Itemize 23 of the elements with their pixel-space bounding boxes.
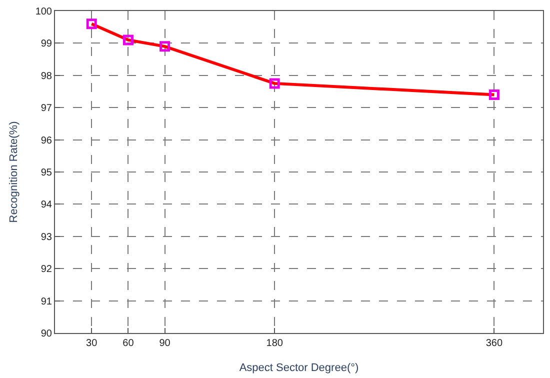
- y-tick-label: 93: [40, 232, 52, 243]
- y-tick-label: 94: [40, 200, 52, 211]
- x-tick-label: 180: [266, 338, 284, 349]
- y-tick-label: 99: [40, 38, 52, 50]
- y-tick-label: 90: [40, 328, 52, 340]
- x-tick-label: 60: [122, 338, 134, 349]
- point: [122, 34, 134, 46]
- y-tick-label: 96: [40, 135, 52, 146]
- x-tick-label: 360: [486, 338, 503, 349]
- y-axis-title: Recognition Rate(%): [8, 121, 20, 223]
- y-tick-label: 91: [40, 296, 52, 308]
- y-tick-label: 98: [40, 70, 52, 82]
- y-tick-label: 97: [40, 103, 52, 114]
- point: [160, 41, 170, 52]
- x-tick-label: 30: [86, 338, 98, 349]
- y-tick-label: 100: [35, 6, 52, 18]
- y-tick-label: 95: [40, 168, 52, 178]
- x-tick-label: 90: [159, 338, 171, 349]
- x-axis-title: Aspect Sector Degree(°): [239, 362, 359, 374]
- point: [269, 78, 280, 89]
- y-tick-label: 92: [40, 264, 52, 276]
- point: [488, 89, 500, 100]
- point: [86, 18, 97, 30]
